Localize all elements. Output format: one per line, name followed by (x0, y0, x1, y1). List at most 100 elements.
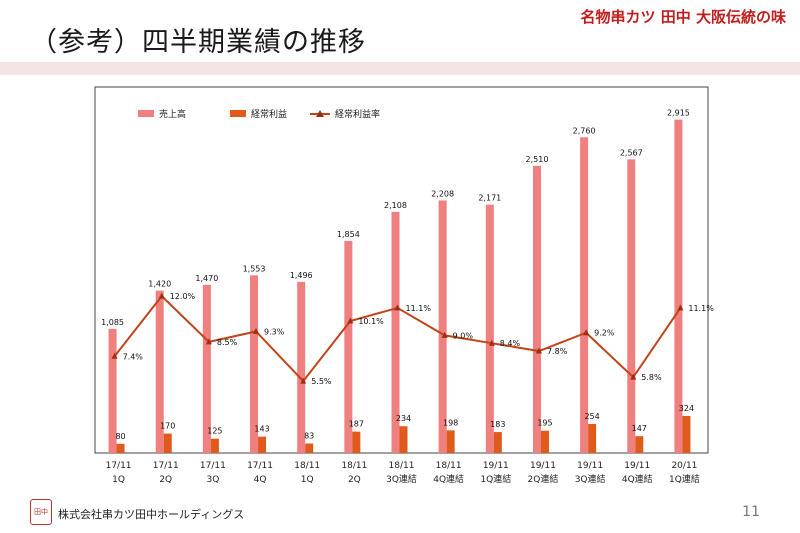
page-title: （参考）四半期業績の推移 (30, 27, 366, 58)
category-label-quarter: 2Q (159, 475, 172, 485)
revenue-label: 2,208 (431, 189, 454, 198)
profit-label: 80 (115, 432, 125, 441)
profit-bar (305, 443, 314, 453)
legend-label-margin: 経常利益率 (335, 108, 380, 120)
margin-rate-point (583, 329, 590, 336)
category-label-year: 18/11 (341, 461, 367, 471)
margin-rate-label: 12.0% (170, 292, 196, 301)
category-label-quarter: 3Q連結 (386, 473, 417, 485)
legend-label-revenue: 売上高 (159, 108, 186, 120)
margin-rate-point (158, 292, 165, 299)
margin-rate-label: 7.8% (547, 347, 568, 356)
category-label-quarter: 1Q (112, 475, 125, 485)
profit-label: 183 (490, 420, 505, 429)
revenue-bar (108, 328, 117, 453)
profit-label: 195 (537, 419, 552, 428)
profit-label: 198 (443, 418, 458, 427)
margin-rate-label: 7.4% (123, 352, 144, 361)
profit-label: 254 (584, 412, 599, 421)
legend-label-profit: 経常利益 (251, 108, 287, 120)
profit-label: 234 (396, 414, 411, 423)
margin-rate-label: 5.5% (311, 377, 332, 386)
margin-rate-point (535, 347, 542, 354)
profit-label: 170 (160, 422, 175, 431)
category-label-quarter: 2Q (348, 475, 361, 485)
revenue-label: 1,085 (101, 318, 124, 327)
margin-rate-label: 8.5% (217, 338, 238, 347)
category-label-year: 17/11 (106, 461, 132, 471)
profit-label: 83 (304, 432, 314, 441)
revenue-bar (580, 137, 589, 453)
revenue-bar (391, 211, 400, 453)
category-label-quarter: 3Q連結 (575, 473, 606, 485)
margin-rate-point (488, 339, 495, 346)
header-band (0, 62, 800, 75)
category-label-year: 18/11 (294, 461, 320, 471)
plot-frame (94, 86, 709, 454)
margin-rate-point (111, 352, 118, 359)
profit-bar (540, 430, 549, 453)
margin-rate-point (441, 331, 448, 338)
revenue-label: 1,854 (337, 230, 360, 239)
category-label-quarter: 4Q連結 (622, 473, 653, 485)
revenue-label: 2,510 (526, 155, 549, 164)
profit-label: 147 (632, 424, 647, 433)
legend-swatch-profit (230, 110, 246, 117)
margin-rate-point (205, 338, 212, 345)
category-label-year: 19/11 (530, 461, 556, 471)
revenue-bar (627, 159, 636, 454)
revenue-label: 2,171 (478, 194, 501, 203)
category-label-year: 18/11 (389, 461, 415, 471)
margin-rate-label: 5.8% (641, 373, 662, 382)
category-label-year: 17/11 (200, 461, 226, 471)
legend-swatch-revenue (138, 110, 154, 117)
company-logo: 田中 (30, 499, 52, 525)
category-label-quarter: 4Q (254, 475, 267, 485)
revenue-bar (344, 240, 353, 453)
margin-rate-point (300, 377, 307, 384)
revenue-label: 1,496 (290, 271, 313, 280)
margin-rate-point (253, 327, 260, 334)
profit-bar (352, 431, 361, 453)
profit-bar (258, 436, 267, 453)
category-label-quarter: 4Q連結 (433, 473, 464, 485)
margin-rate-label: 11.1% (688, 304, 714, 313)
category-label-year: 17/11 (247, 461, 273, 471)
category-label-year: 18/11 (436, 461, 462, 471)
category-label-year: 17/11 (153, 461, 179, 471)
revenue-bar (674, 119, 683, 454)
profit-label: 187 (349, 420, 364, 429)
profit-bar (116, 443, 125, 453)
margin-rate-label: 8.4% (500, 339, 521, 348)
category-label-quarter: 1Q連結 (480, 473, 511, 485)
profit-bar (399, 426, 408, 453)
revenue-bar (297, 281, 306, 453)
margin-rate-label: 9.0% (453, 331, 474, 340)
revenue-bar (532, 165, 541, 453)
revenue-bar (155, 290, 164, 453)
revenue-bar (438, 200, 447, 453)
margin-rate-point (394, 304, 401, 311)
revenue-label: 1,420 (148, 280, 171, 289)
margin-rate-point (677, 304, 684, 311)
profit-bar (493, 432, 502, 453)
category-label-quarter: 2Q連結 (528, 473, 559, 485)
margin-rate-label: 10.1% (358, 317, 384, 326)
revenue-bar (485, 204, 494, 453)
category-label-quarter: 1Q連結 (669, 473, 700, 485)
profit-bar (210, 438, 219, 453)
profit-label: 143 (254, 425, 269, 434)
margin-rate-point (347, 317, 354, 324)
profit-label: 125 (207, 427, 222, 436)
revenue-label: 2,567 (620, 148, 643, 157)
category-label-year: 19/11 (577, 461, 603, 471)
revenue-label: 2,915 (667, 109, 690, 118)
category-label-quarter: 1Q (301, 475, 314, 485)
revenue-label: 2,108 (384, 201, 407, 210)
margin-rate-point (630, 373, 637, 380)
revenue-label: 1,553 (243, 264, 266, 273)
margin-rate-label: 9.3% (264, 327, 285, 336)
category-label-quarter: 3Q (206, 475, 219, 485)
profit-bar (588, 423, 597, 453)
